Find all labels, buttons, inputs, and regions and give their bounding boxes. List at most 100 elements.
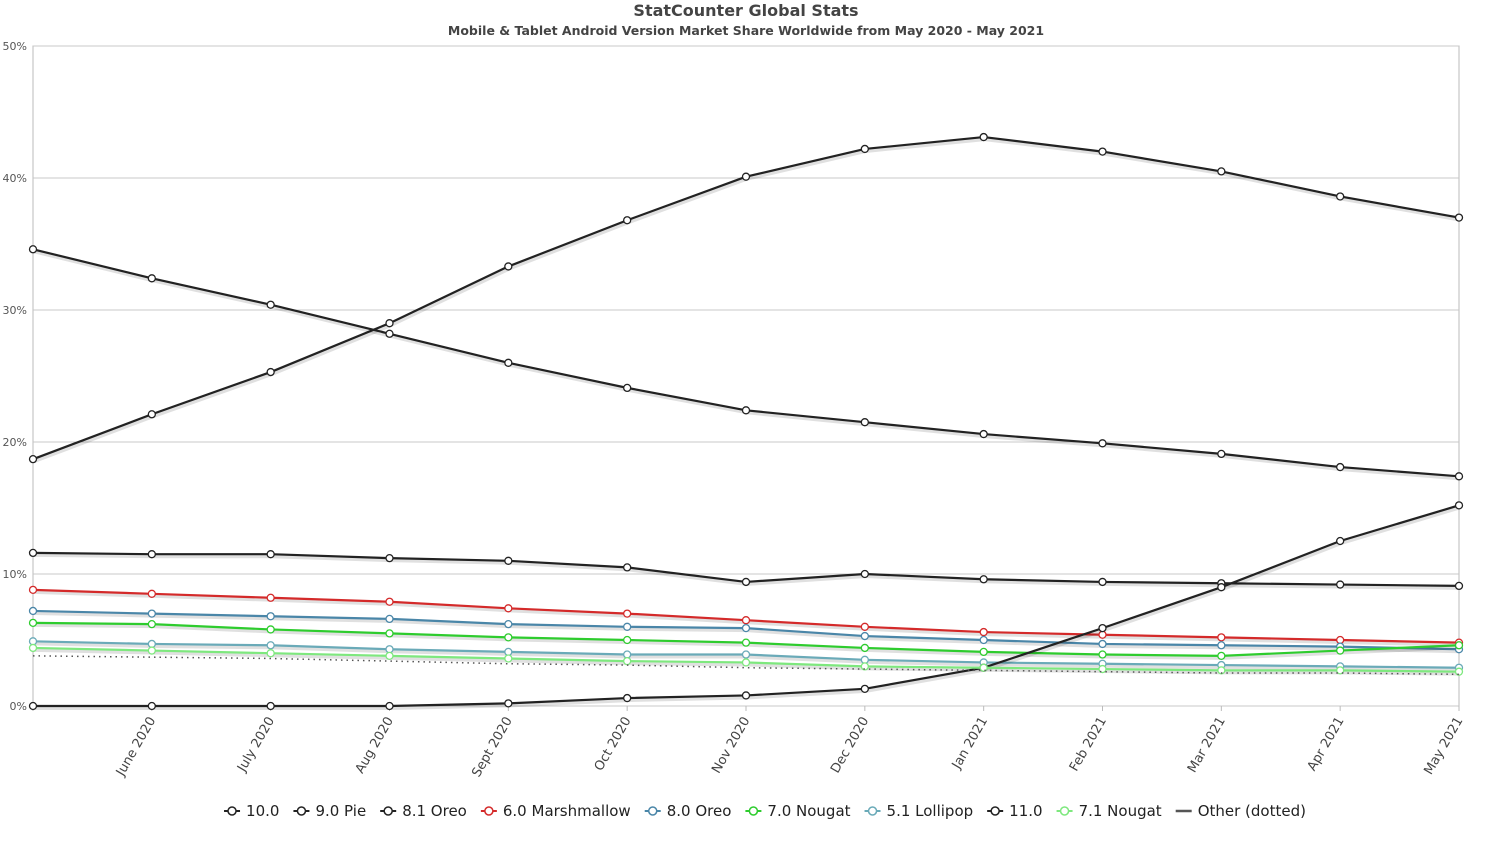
point [147, 646, 156, 655]
legend-label: 9.0 Pie [315, 802, 366, 820]
point [28, 618, 38, 627]
point [860, 655, 869, 664]
point [504, 262, 513, 271]
point [979, 575, 988, 584]
point [860, 662, 869, 671]
point [266, 641, 275, 650]
point [266, 612, 275, 621]
point [28, 455, 38, 464]
point [1217, 583, 1226, 592]
point [385, 651, 394, 660]
y-tick-label: 40% [3, 172, 27, 185]
point [147, 609, 156, 618]
legend-item: 7.1 Nougat [1056, 802, 1162, 820]
point [979, 647, 988, 657]
point [1336, 580, 1345, 589]
x-tick-label: Dec 2020 [828, 715, 872, 777]
legend-label: 5.1 Lollipop [887, 802, 974, 820]
point [504, 633, 513, 642]
point [385, 701, 394, 711]
point [741, 638, 751, 647]
point [385, 629, 394, 638]
point [504, 620, 513, 629]
legend-label: 7.1 Nougat [1079, 802, 1162, 820]
legend-swatch [383, 806, 393, 816]
point [1098, 664, 1107, 674]
chart-title: StatCounter Global Stats [633, 1, 858, 20]
legend-item: 9.0 Pie [293, 802, 366, 820]
y-tick-label: 0% [10, 700, 27, 713]
point [741, 406, 751, 415]
point [385, 645, 394, 654]
point [1217, 633, 1226, 642]
x-tick-label: Nov 2020 [709, 715, 753, 777]
point [385, 597, 394, 606]
point [741, 658, 751, 667]
legend-label: 6.0 Marshmallow [503, 802, 631, 820]
point [979, 429, 988, 439]
point [623, 635, 632, 645]
point [28, 606, 38, 616]
point [860, 643, 869, 653]
point [1454, 213, 1464, 222]
point [623, 693, 632, 703]
point [860, 144, 869, 154]
legend-label: 8.0 Oreo [667, 802, 732, 820]
point [266, 550, 275, 559]
series-line [33, 504, 1460, 708]
point [28, 701, 38, 711]
point [979, 635, 988, 645]
point [1217, 666, 1226, 675]
legend: 10.0 9.0 Pie 8.1 Oreo 6.0 Marshmallow 8.0 Or… [224, 802, 1306, 820]
point [385, 329, 394, 338]
point [1454, 501, 1464, 510]
legend-label: 7.0 Nougat [767, 802, 850, 820]
point [1098, 439, 1107, 448]
point [1217, 641, 1226, 650]
x-tick-label: June 2020 [113, 715, 159, 780]
point [147, 701, 156, 711]
legend-item: 8.0 Oreo [644, 802, 732, 820]
point [1336, 646, 1345, 655]
x-tick-label: Mar 2021 [1185, 715, 1229, 776]
legend-item: Other (dotted) [1175, 802, 1306, 820]
point [1336, 536, 1345, 546]
point [266, 701, 275, 711]
legend-item: 11.0 [987, 802, 1043, 820]
legend-swatch [647, 806, 658, 816]
legend-swatch [296, 806, 307, 816]
point [1336, 666, 1345, 675]
point [1454, 581, 1464, 591]
point [266, 649, 275, 658]
point [504, 556, 513, 565]
point [741, 616, 751, 625]
x-tick-label: Apr 2021 [1305, 715, 1348, 774]
point [741, 172, 751, 181]
point [266, 593, 275, 602]
y-tick-label: 20% [3, 436, 27, 449]
point [623, 656, 632, 666]
point [266, 300, 275, 309]
point [1098, 650, 1107, 659]
x-tick-label: Jan 2021 [949, 715, 991, 773]
legend-swatch [1059, 806, 1070, 816]
x-tick-label: Aug 2020 [353, 715, 397, 777]
chart-subtitle: Mobile & Tablet Android Version Market S… [448, 23, 1044, 38]
legend-swatch [867, 806, 878, 816]
y-tick-label: 10% [3, 568, 27, 581]
point [504, 604, 513, 613]
point [1454, 641, 1464, 650]
point [1098, 147, 1107, 156]
legend-item: 6.0 Marshmallow [480, 802, 631, 820]
y-tick-label: 50% [3, 40, 27, 53]
x-tick-label: May 2021 [1421, 715, 1466, 778]
point [741, 623, 751, 633]
point [1098, 639, 1107, 649]
x-tick-label: Feb 2021 [1067, 715, 1110, 775]
x-tick-label: Sept 2020 [469, 715, 515, 780]
legend-swatch [484, 806, 494, 816]
legend-swatch [990, 806, 1000, 816]
point [1454, 667, 1464, 676]
line-shadow [33, 249, 1461, 481]
